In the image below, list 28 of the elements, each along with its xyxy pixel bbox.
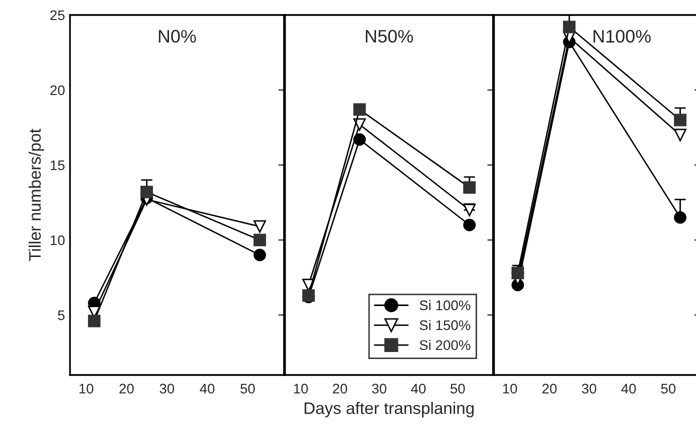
x-tick-label: 30 bbox=[372, 384, 386, 394]
x-tick-label: 30 bbox=[582, 384, 596, 394]
x-tick-label: 30 bbox=[160, 384, 174, 394]
x-tick-label: 50 bbox=[661, 384, 676, 394]
x-tick-label: 10 bbox=[294, 384, 308, 394]
y-tick-label: 15 bbox=[50, 160, 65, 170]
x-tick-label: 10 bbox=[79, 384, 94, 394]
x-tick-label: 10 bbox=[503, 384, 518, 394]
x-tick-label: 20 bbox=[542, 384, 557, 394]
y-tick-label: 5 bbox=[58, 310, 65, 320]
legend-label: Si 100% bbox=[420, 300, 470, 310]
y-axis-title: Tiller numbers/pot bbox=[28, 128, 44, 261]
x-tick-label: 50 bbox=[240, 384, 255, 394]
legend-label: Si 150% bbox=[420, 320, 470, 330]
x-tick-label: 20 bbox=[120, 384, 134, 394]
x-tick-label: 40 bbox=[621, 384, 636, 394]
x-tick-label: 40 bbox=[411, 384, 426, 394]
y-tick-label: 20 bbox=[50, 85, 65, 96]
x-axis-title: Days after transplaning bbox=[304, 402, 474, 418]
y-tick-label: 10 bbox=[50, 235, 65, 246]
text: N100% bbox=[594, 30, 651, 43]
x-tick-label: 50 bbox=[450, 384, 465, 394]
text: N50% bbox=[366, 30, 413, 43]
x-tick-label: 40 bbox=[200, 384, 214, 394]
legend-label: Si 200% bbox=[420, 340, 470, 350]
text: N0% bbox=[158, 30, 196, 43]
x-tick-label: 20 bbox=[332, 384, 348, 394]
y-tick-label: 25 bbox=[50, 10, 65, 20]
